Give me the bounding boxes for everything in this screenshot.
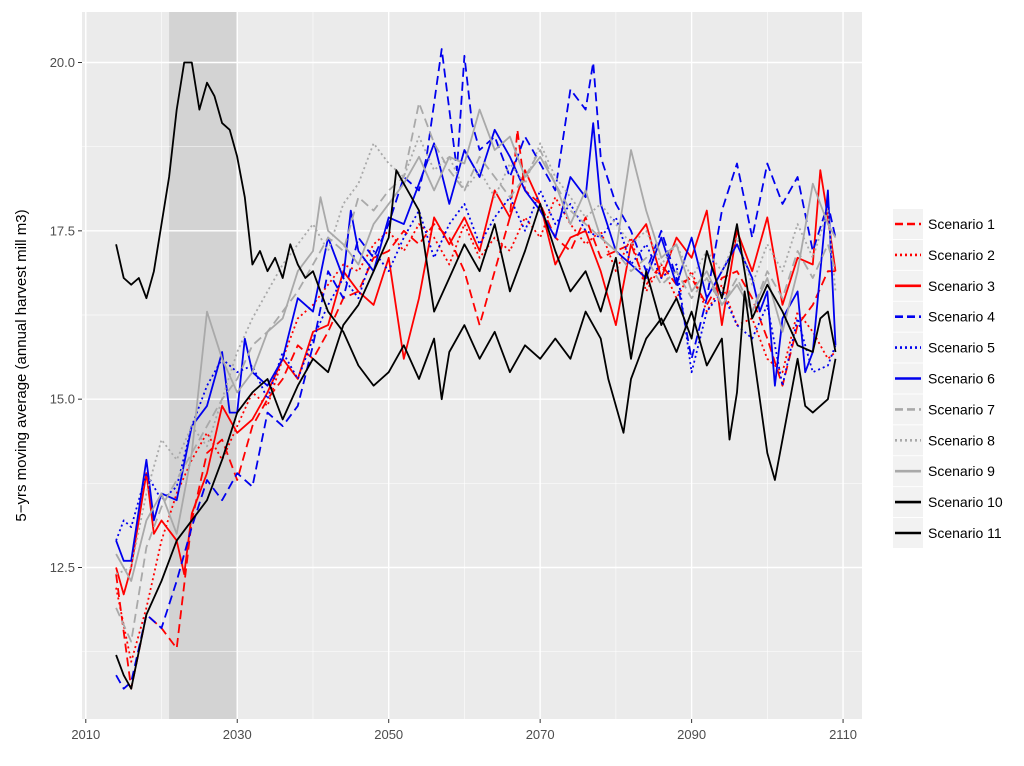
series-line-scenario-10 <box>115 169 837 690</box>
series-line-scenario-11 <box>115 61 837 481</box>
series-line-scenario-4 <box>115 48 837 690</box>
legend-label-scenario-7: Scenario 7 <box>928 401 995 417</box>
series-line-scenario-9 <box>115 108 837 582</box>
legend-label-scenario-1: Scenario 1 <box>928 216 995 232</box>
series-lines <box>115 48 837 690</box>
y-axis-label: 5−yrs moving average (annual harvest mil… <box>13 209 30 521</box>
legend-label-scenario-4: Scenario 4 <box>928 309 995 325</box>
legend-label-scenario-6: Scenario 6 <box>928 371 995 387</box>
y-tick-label: 12.5 <box>50 560 75 575</box>
legend-key-background <box>893 425 923 456</box>
legend: Scenario 1 Scenario 2 Scenario 3 Scenario 4… <box>893 209 1003 548</box>
x-tick-label: 2030 <box>223 727 252 742</box>
y-tick-label: 20.0 <box>50 55 75 70</box>
shaded-period <box>169 12 238 719</box>
y-tick-label: 17.5 <box>50 223 75 238</box>
series-line-scenario-1 <box>115 128 836 690</box>
legend-label-scenario-10: Scenario 10 <box>928 494 1003 510</box>
legend-label-scenario-2: Scenario 2 <box>928 247 995 263</box>
y-tick-label: 15.0 <box>50 392 75 407</box>
series-line-scenario-2 <box>115 196 837 663</box>
series-line-scenario-6 <box>115 122 837 562</box>
series-line-scenario-3 <box>115 169 837 596</box>
series-line-scenario-8 <box>115 135 837 576</box>
gridlines <box>82 12 862 719</box>
legend-label-scenario-3: Scenario 3 <box>928 278 995 294</box>
x-tick-label: 2070 <box>526 727 555 742</box>
legend-label-scenario-5: Scenario 5 <box>928 340 995 356</box>
x-tick-label: 2010 <box>71 727 100 742</box>
x-tick-label: 2050 <box>374 727 403 742</box>
legend-label-scenario-8: Scenario 8 <box>928 432 995 448</box>
legend-label-scenario-9: Scenario 9 <box>928 463 995 479</box>
x-tick-label: 2090 <box>677 727 706 742</box>
legend-label-scenario-11: Scenario 11 <box>928 525 1002 541</box>
series-line-scenario-5 <box>115 189 837 541</box>
axes: 2010 2030 2050 2070 2090 2110 12.5 15.0 17.5 20.0 <box>50 55 857 742</box>
legend-key-background <box>893 239 923 270</box>
legend-key-background <box>893 332 923 363</box>
x-tick-label: 2110 <box>829 727 857 742</box>
shaded-period-layer <box>169 12 238 719</box>
